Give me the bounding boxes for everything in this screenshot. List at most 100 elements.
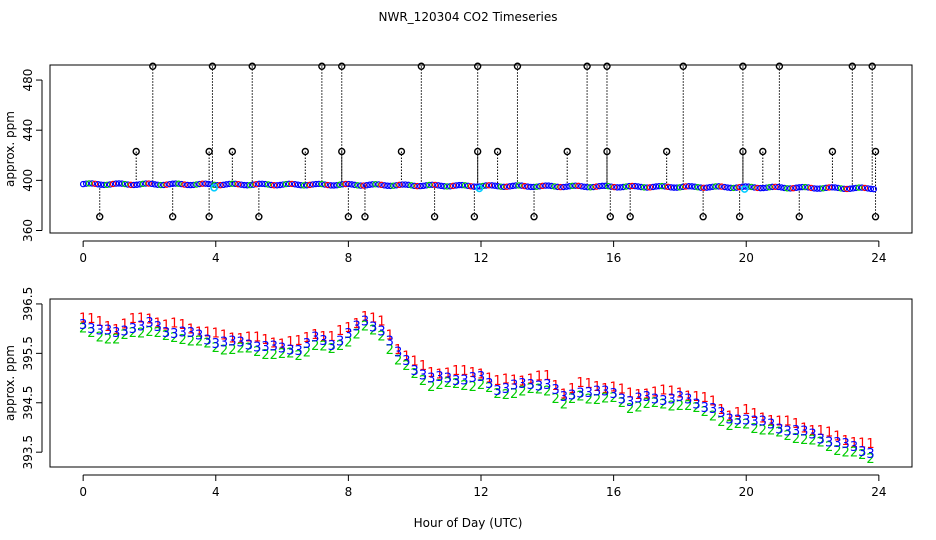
series-1-point: 1 — [750, 407, 758, 422]
low-outlier-point — [361, 213, 369, 221]
x-tick-label: 16 — [606, 251, 621, 265]
high-outlier-point — [679, 62, 687, 70]
low-outlier-point — [470, 213, 479, 221]
x-tick-label: 16 — [606, 485, 621, 499]
baseline-point — [247, 181, 254, 189]
series-3-point: 3 — [626, 395, 634, 410]
series-1-point: 1 — [137, 312, 145, 327]
series-3-point: 3 — [361, 315, 369, 330]
baseline-point — [754, 184, 761, 192]
series-1-point: 1 — [626, 387, 634, 402]
baseline-point — [181, 181, 188, 188]
baseline-point — [375, 181, 382, 188]
y-tick-label: 360 — [21, 219, 35, 242]
series-2-point: 2 — [667, 400, 675, 415]
baseline-point — [748, 183, 755, 191]
baseline-point — [548, 182, 555, 190]
series-2-point: 2 — [319, 339, 327, 354]
series-1-point: 1 — [717, 403, 725, 418]
baseline-point — [205, 180, 212, 188]
baseline-point — [715, 183, 722, 190]
baseline-point — [775, 183, 782, 191]
baseline-point — [497, 183, 505, 190]
baseline-point — [596, 182, 603, 190]
baseline-point — [184, 181, 191, 189]
y-tick-label: 394.5 — [21, 386, 35, 420]
baseline-point — [664, 183, 672, 191]
baseline-point — [420, 182, 427, 190]
baseline-point — [572, 182, 579, 189]
mid-outlier-point — [205, 147, 213, 156]
series-2-point: 2 — [692, 401, 700, 416]
baseline-point — [494, 183, 502, 190]
baseline-point — [387, 182, 394, 190]
series-3-point: 3 — [485, 377, 493, 392]
baseline-point — [536, 183, 543, 190]
series-3-point: 3 — [120, 325, 128, 340]
series-3-point: 3 — [593, 384, 601, 399]
series-2-point: 2 — [344, 335, 352, 350]
baseline-point — [258, 180, 266, 187]
baseline-point — [772, 183, 779, 190]
baseline-point — [438, 182, 445, 190]
series-2-point: 2 — [734, 417, 742, 432]
series-1-point: 1 — [734, 406, 742, 421]
baseline-point — [303, 182, 311, 189]
baseline-point — [390, 182, 397, 189]
baseline-point — [217, 181, 224, 189]
baseline-point — [464, 182, 472, 190]
baseline-point — [718, 183, 725, 190]
series-2-point: 2 — [361, 319, 369, 334]
baseline-point — [709, 183, 716, 190]
series-1-point: 1 — [96, 315, 104, 330]
low-outlier-point — [699, 213, 707, 221]
series-2-point: 2 — [79, 322, 87, 337]
series-2-point: 2 — [842, 445, 850, 460]
series-3-point: 3 — [767, 418, 775, 433]
baseline-point — [351, 181, 358, 189]
baseline-point — [297, 181, 305, 189]
baseline-point — [363, 182, 370, 189]
series-1-point: 1 — [178, 318, 186, 333]
series-1-point: 1 — [162, 318, 170, 333]
mid-outlier-point — [132, 147, 140, 156]
series-1-point: 1 — [560, 387, 568, 402]
series-1-point: 1 — [858, 436, 866, 451]
series-1-point: 1 — [469, 366, 477, 381]
series-2-point: 2 — [402, 359, 410, 374]
baseline-point — [151, 181, 158, 188]
low-outlier-point — [430, 213, 439, 221]
y-tick-label: 400 — [21, 169, 35, 192]
low-outlier-point — [795, 213, 803, 221]
series-1-point: 1 — [187, 323, 195, 338]
x-tick-label: 24 — [871, 251, 886, 265]
series-3-point: 3 — [477, 370, 485, 385]
series-2-point: 2 — [560, 397, 568, 412]
baseline-point — [802, 183, 809, 191]
x-tick-label: 0 — [79, 485, 87, 499]
baseline-point — [533, 183, 540, 190]
baseline-point — [858, 184, 866, 191]
baseline-point — [578, 183, 585, 190]
mid-outlier-point — [228, 147, 237, 156]
series-3-point: 3 — [460, 373, 468, 388]
series-2-point: 2 — [477, 378, 485, 393]
series-2-point: 2 — [551, 392, 559, 407]
mid-outlier-point — [493, 147, 502, 156]
baseline-point — [703, 184, 710, 191]
baseline-point — [509, 182, 517, 190]
baseline-point — [372, 181, 379, 188]
baseline-point — [178, 180, 185, 188]
series-1-point: 1 — [369, 311, 377, 326]
series-1-point: 1 — [833, 429, 841, 444]
series-1-point: 1 — [726, 409, 734, 424]
series-1-point: 1 — [435, 368, 443, 383]
mid-outlier-point — [662, 147, 671, 156]
x-axis-label: Hour of Day (UTC) — [414, 516, 523, 530]
baseline-point — [273, 182, 281, 189]
low-outlier-point — [255, 213, 263, 221]
baseline-point — [121, 180, 129, 188]
high-outlier-point — [149, 62, 157, 70]
baseline-point — [279, 181, 287, 188]
baseline-point — [608, 183, 615, 190]
